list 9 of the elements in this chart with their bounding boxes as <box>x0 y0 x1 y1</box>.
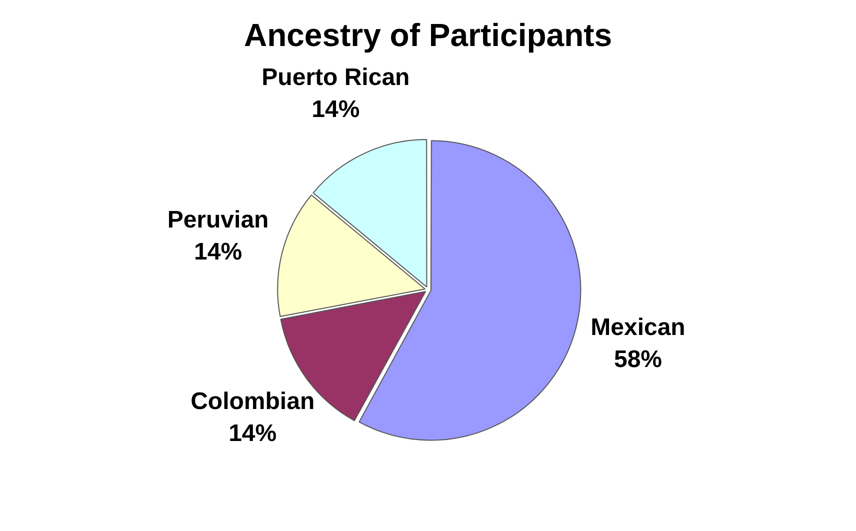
data-label: 58% <box>614 346 662 374</box>
chart-title: Ancestry of Participants <box>244 17 612 54</box>
data-label: 14% <box>228 420 277 447</box>
slice-label: Mexican <box>590 314 686 342</box>
data-label: 14% <box>312 96 360 124</box>
data-label: 14% <box>194 238 242 266</box>
slice-label: Colombian <box>190 388 315 415</box>
slice-label: Peruvian <box>167 206 269 234</box>
slice-label: Puerto Rican <box>262 64 410 92</box>
